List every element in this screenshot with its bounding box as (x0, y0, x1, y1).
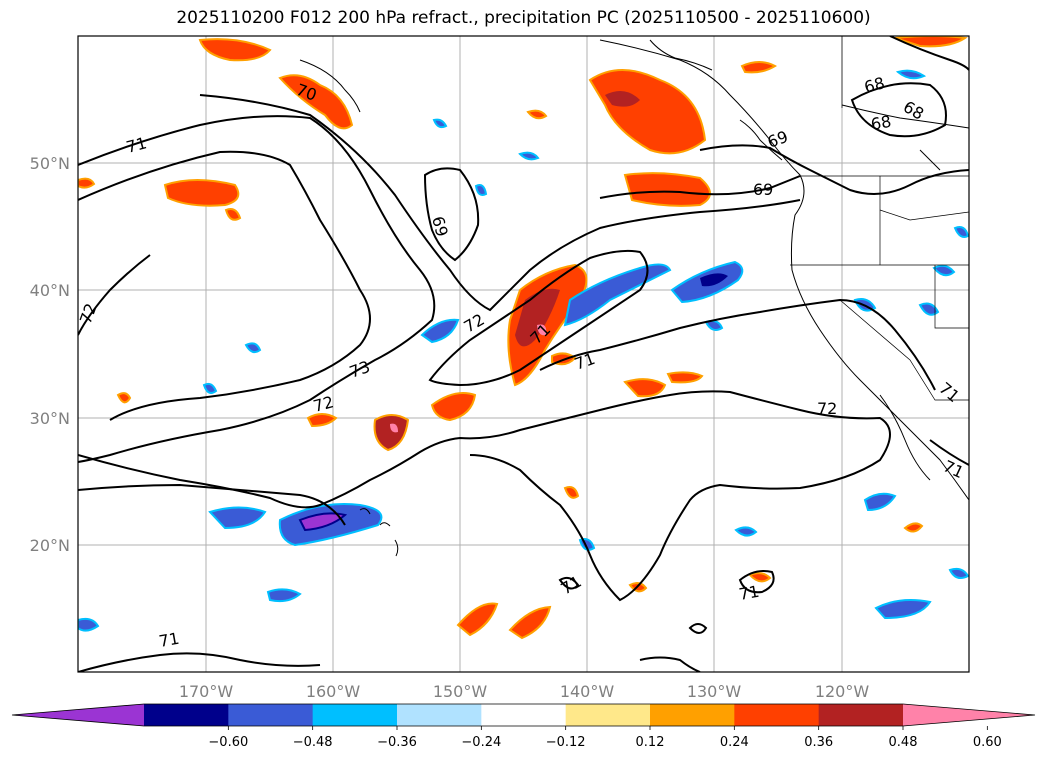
colorbar-tick-label: −0.12 (546, 735, 586, 750)
colorbar-segment (397, 704, 482, 726)
longitude-labels: 170°W 160°W 150°W 140°W 130°W 120°W (179, 682, 870, 701)
political-borders (790, 36, 969, 401)
contour-label: 72 (311, 392, 336, 416)
lat-label: 20°N (30, 536, 70, 555)
colorbar-tick-label: 0.12 (636, 735, 665, 750)
colorbar-tick-label: −0.24 (461, 735, 501, 750)
colorbar-outline (11, 703, 1036, 727)
colorbar-segment (312, 704, 398, 726)
colorbar-tick-label: 0.48 (889, 735, 918, 750)
contour-label: 71 (157, 629, 180, 651)
coastlines (299, 39, 969, 557)
colorbar-extend-high (903, 704, 1035, 726)
latitude-labels: 20°N 30°N 40°N 50°N (30, 154, 70, 555)
colorbar-segment (565, 704, 651, 726)
lon-label: 130°W (687, 682, 742, 701)
colorbar-tick-label: −0.36 (377, 735, 417, 750)
lon-label: 160°W (306, 682, 361, 701)
colorbar: −0.60 −0.48 −0.36 −0.24 −0.12 0.12 0.24 0.36 0.4… (11, 703, 1036, 750)
refractivity-contours (78, 36, 969, 672)
lon-label: 120°W (815, 682, 870, 701)
lon-label: 170°W (179, 682, 234, 701)
lon-label: 140°W (560, 682, 615, 701)
lat-label: 50°N (30, 154, 70, 173)
colorbar-tick-label: −0.60 (208, 735, 248, 750)
colorbar-segment (228, 704, 314, 726)
contour-label: 69 (428, 214, 452, 239)
colorbar-tick-label: 0.60 (973, 735, 1002, 750)
colorbar-tick-label: 0.36 (804, 735, 833, 750)
colorbar-tick-label: −0.48 (293, 735, 333, 750)
lon-label: 150°W (433, 682, 488, 701)
contour-label: 68 (869, 112, 892, 134)
contour-label: 72 (76, 301, 101, 327)
colorbar-segment (144, 704, 229, 726)
map-frame (77, 35, 970, 673)
colorbar-segment (650, 704, 735, 726)
precip-positive-areas (78, 36, 968, 640)
map-title: 2025110200 F012 200 hPa refract., precip… (176, 8, 871, 28)
colorbar-extend-low (12, 704, 144, 726)
contour-label: 71 (124, 133, 149, 157)
colorbar-tick-label: 0.24 (720, 735, 749, 750)
lat-label: 40°N (30, 281, 70, 300)
colorbar-segment (818, 704, 904, 726)
lat-label: 30°N (30, 409, 70, 428)
colorbar-segment (734, 704, 820, 726)
contour-label: 69 (753, 180, 773, 199)
precip-negative-areas (78, 69, 969, 632)
contour-label: 68 (862, 73, 887, 97)
contour-label: 72 (817, 399, 837, 418)
contour-label: 71 (737, 582, 760, 604)
colorbar-segment (481, 704, 567, 726)
